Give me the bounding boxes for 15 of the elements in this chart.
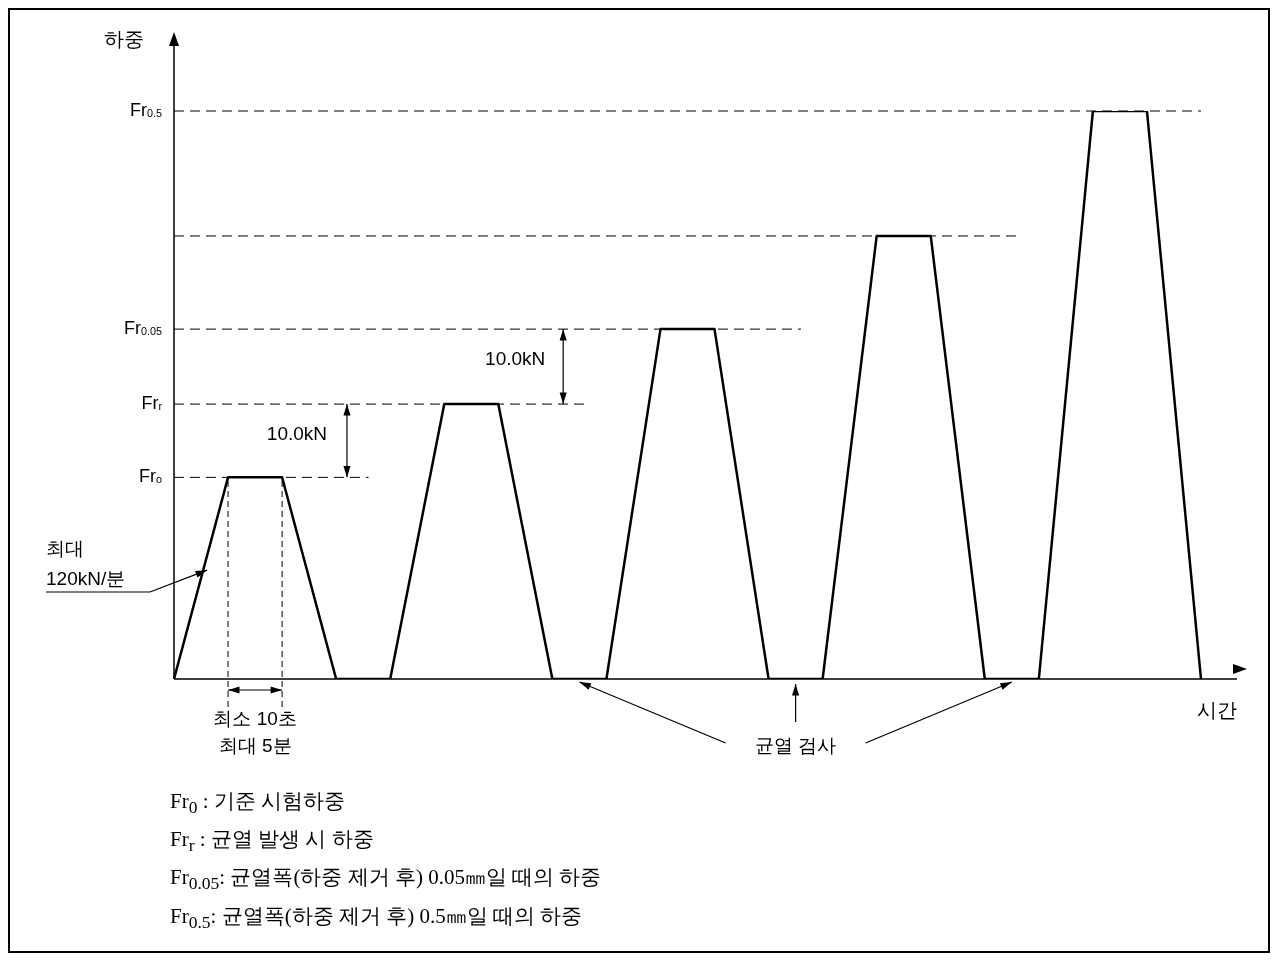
text: 최대 120kN/분 bbox=[46, 538, 126, 590]
annotation: 10.0kN bbox=[485, 348, 546, 370]
x-axis-title: 시간 bbox=[1197, 698, 1237, 721]
text: 균열 검사 bbox=[754, 735, 837, 757]
ref-line-label: Frr bbox=[141, 393, 163, 414]
text: Fr$_{0}$ : 기준 시험하중 bbox=[170, 788, 347, 820]
ref-line-label: Fr0.5 bbox=[130, 99, 163, 120]
text: Fr$_{r}$ : 균열 발생 시 하중 bbox=[170, 826, 375, 858]
ref-line-label: Fro bbox=[139, 466, 163, 487]
y-axis-title: 하중 bbox=[104, 27, 144, 50]
text: Fr$_{0.5}$: 균열폭(하중 제거 후) 0.5㎜일 때의 하중 bbox=[170, 902, 584, 934]
ref-line-label: Fr0.05 bbox=[124, 318, 162, 339]
annotation: 10.0kN bbox=[266, 423, 328, 445]
text: 최소 10초 최대 5분 bbox=[213, 708, 297, 757]
text: Fr$_{0.05}$: 균열폭(하중 제거 후) 0.05㎜일 때의 하중 bbox=[170, 864, 602, 896]
